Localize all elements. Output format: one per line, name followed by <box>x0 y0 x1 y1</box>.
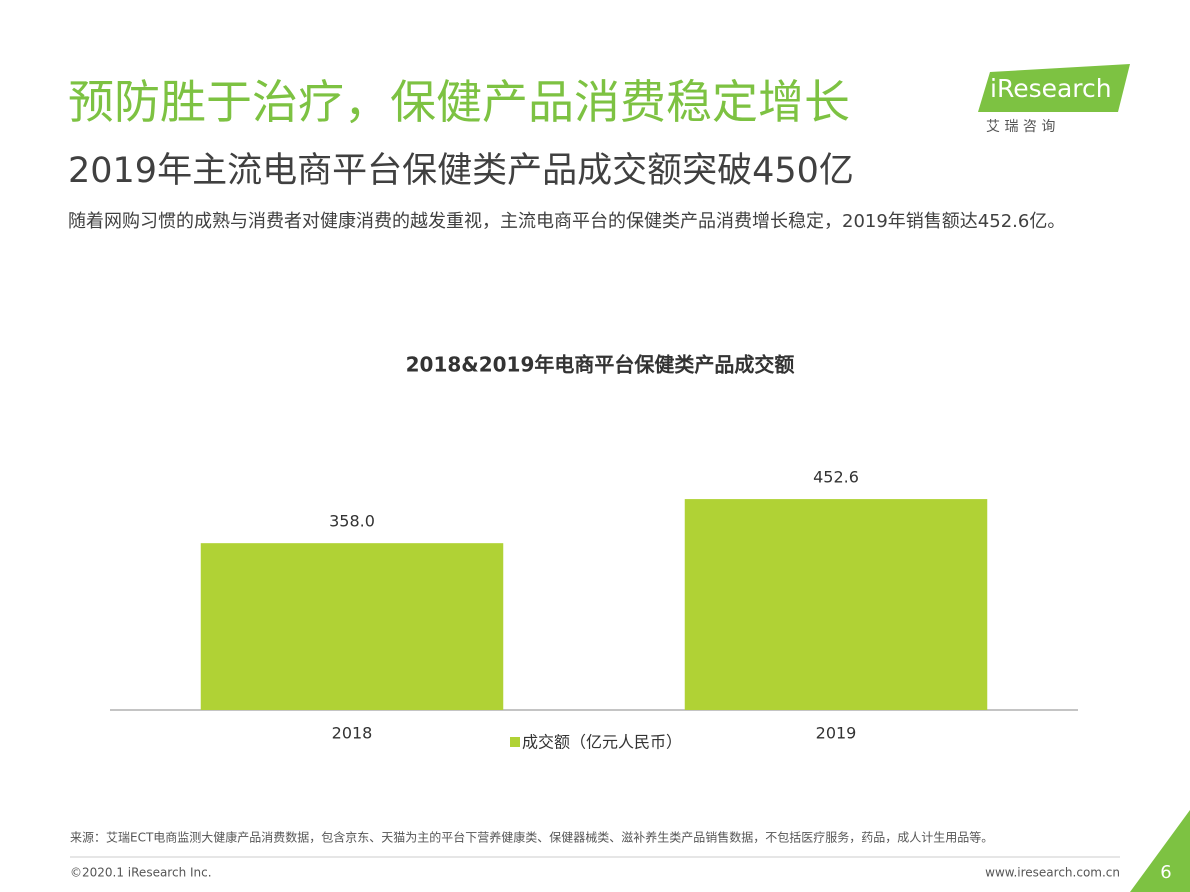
bar <box>200 543 504 710</box>
source: 来源：艾瑞ECT电商监测大健康产品消费数据，包含京东、天猫为主的平台下营养健康类… <box>70 830 993 845</box>
page-number: 6 <box>1160 862 1171 883</box>
chart-title: 2018&2019年电商平台保健类产品成交额 <box>406 353 795 377</box>
logo-name: iResearch <box>990 74 1112 103</box>
title: 预防胜于治疗，保健产品消费稳定增长 <box>68 75 850 129</box>
copyright: ©2020.1 iResearch Inc. <box>70 866 212 880</box>
description: 随着网购习惯的成熟与消费者对健康消费的越发重视，主流电商平台的保健类产品消费增长… <box>68 211 1066 232</box>
bar <box>684 499 988 710</box>
logo-badge <box>978 64 1130 112</box>
x-tick-label: 2018 <box>332 724 373 743</box>
website: www.iresearch.com.cn <box>985 866 1120 880</box>
legend-swatch <box>510 737 520 747</box>
value-label: 452.6 <box>813 468 859 487</box>
logo-name-cn: 艾 瑞 咨 询 <box>986 119 1055 135</box>
value-label: 358.0 <box>329 512 375 531</box>
legend-label: 成交额（亿元人民币） <box>522 733 682 752</box>
subtitle: 2019年主流电商平台保健类产品成交额突破450亿 <box>68 151 854 191</box>
x-tick-label: 2019 <box>816 724 857 743</box>
corner-decoration <box>1130 810 1190 892</box>
